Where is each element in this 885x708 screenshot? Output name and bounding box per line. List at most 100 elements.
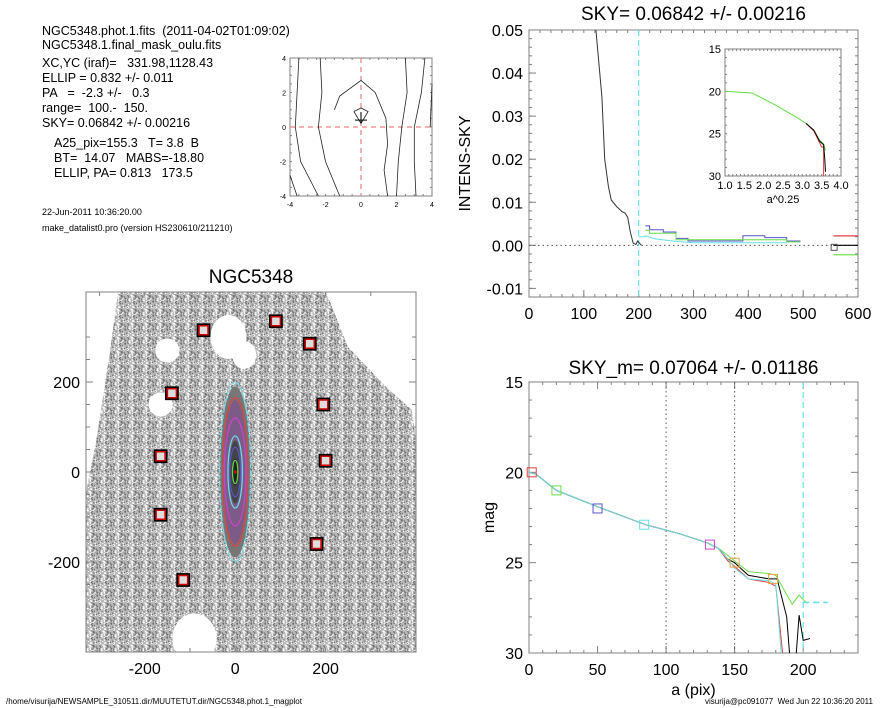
galaxy-image-plot: NGC5348 -200 0 200 200 0 -200 [48, 267, 417, 678]
inset-y-tick-label: 25 [709, 129, 721, 141]
inset-series-black [805, 123, 826, 172]
sky-box-outer [153, 507, 168, 522]
inset-y-tick-label: 15 [709, 44, 721, 56]
derived-a25: A25_pix=155.3 T= 3.8 B [54, 136, 200, 150]
contour-y-tick-label: -2 [280, 160, 286, 167]
intensity-x-tick-label: 500 [790, 306, 817, 323]
intensity-title: SKY= 0.06842 +/- 0.00216 [581, 4, 806, 25]
image-y-tick-label: 200 [53, 375, 80, 392]
intensity-y-tick-label: 0.05 [492, 23, 523, 40]
sky-box-inner [155, 451, 166, 462]
intensity-y-axis-label: INTENS-SKY [457, 115, 474, 211]
param-xcyc: XC,YC (iraf)= 331.98,1128.43 [42, 56, 214, 70]
isophote-ellipse-red [221, 397, 249, 547]
contour-x-tick-label: 2 [395, 202, 399, 209]
mag-title: SKY_m= 0.07064 +/- 0.01186 [569, 358, 819, 379]
param-pa: PA = -2.3 +/- 0.3 [42, 86, 150, 100]
inset-x-tick-label: 4.0 [833, 180, 848, 192]
isophote-marker-magenta [704, 539, 715, 550]
inset-x-axis-label: a^0.25 [767, 194, 800, 206]
contour-y-tick-label: -4 [280, 194, 286, 201]
intensity-y-tick-label: 0.01 [492, 195, 523, 212]
contour-y-tick-label: 4 [282, 56, 286, 63]
mag-x-tick-label: 50 [589, 662, 607, 679]
mag-y-tick-label: 30 [505, 646, 523, 663]
sky-box-inner [198, 325, 209, 336]
mask-info-line: NGC5348.1.final_mask_oulu.fits [42, 38, 222, 52]
inset-x-tick-label: 2.0 [756, 180, 771, 192]
isophote-ellipse-cyan [219, 381, 252, 563]
contour-x-tick-label: 4 [430, 202, 434, 209]
sky-box-outer [302, 336, 317, 351]
contour-y-tick-label: 2 [282, 91, 286, 98]
image-x-tick-label: 0 [231, 661, 240, 678]
isophote-marker-red [526, 467, 537, 478]
mag-y-axis-label: mag [481, 502, 498, 533]
sky-box-inner [270, 316, 282, 327]
inset-y-tick-label: 20 [709, 86, 721, 98]
mag-x-tick-label: 0 [525, 662, 534, 679]
contour-line [294, 57, 319, 197]
intensity-y-tick-label: 0.03 [492, 109, 523, 126]
image-title: NGC5348 [209, 267, 294, 288]
contour-x-tick-label: -2 [322, 202, 328, 209]
mag-x-tick-label: 150 [721, 662, 748, 679]
magnitude-profile-plot: SKY_m= 0.07064 +/- 0.01186 0 50 100 150 200 15… [481, 358, 859, 699]
contour-x-tick-label: -4 [287, 202, 293, 209]
contour-line [353, 107, 369, 125]
inset-x-tick-label: 1.5 [737, 180, 752, 192]
mag-series-black [528, 471, 790, 654]
sky-box-outer [268, 314, 283, 329]
masked-region [232, 341, 257, 369]
derived-ellip-pa: ELLIP, PA= 0.813 173.5 [54, 166, 193, 180]
intensity-x-tick-label: 100 [570, 306, 597, 323]
mag-x-tick-label: 200 [790, 662, 817, 679]
intensity-y-tick-label: 0.04 [492, 66, 523, 83]
sky-box-outer [316, 397, 331, 412]
inset-frame [724, 48, 842, 177]
intensity-y-tick-label: 0.00 [492, 238, 523, 255]
footer-path: /home/visurija/NEWSAMPLE_310511.dir/MUUT… [6, 697, 302, 706]
sky-step-cyan [638, 235, 787, 244]
contour-line [289, 175, 298, 197]
mag-series-cyan [528, 471, 782, 654]
mag-y-tick-label: 15 [505, 375, 523, 392]
footer-user-time: visurija@pc091077 Wed Jun 22 10:36:20 20… [705, 697, 873, 706]
image-x-tick-label: 200 [312, 661, 339, 678]
file-info-line: NGC5348.phot.1.fits (2011-04-02T01:09:02… [42, 24, 290, 38]
sky-box-inner [166, 388, 178, 399]
intensity-y-tick-label: -0.01 [487, 281, 524, 298]
sky-box-inner [320, 455, 331, 466]
mag-series-black [795, 615, 811, 654]
inset-x-tick-label: 3.5 [814, 180, 829, 192]
contour-y-tick-label: 0 [282, 125, 286, 132]
contour-line [396, 57, 408, 197]
contour-plot: -4-4 -2 -2 0 0 2 2 4 4 [280, 56, 434, 209]
mag-y-tick-label: 20 [505, 465, 523, 482]
sky-box-outer [176, 573, 191, 587]
sky-box-inner [318, 399, 329, 410]
contour-line [317, 57, 341, 197]
mag-y-tick-label: 25 [505, 556, 523, 573]
isophote-ellipse-cyan [227, 435, 244, 509]
isophote-ellipse-green [231, 459, 239, 485]
galaxy-center [233, 470, 237, 474]
sky-box-inner [311, 538, 322, 550]
date-line: 22-Jun-2011 10:36:20.00 [42, 207, 142, 217]
intensity-inset: 1.0 1.5 2.0 2.5 3.0 3.5 4.0 15 20 25 30 a^0.25 [709, 44, 849, 206]
inset-y-tick-label: 30 [709, 171, 721, 183]
derived-bt: BT= 14.07 MABS=-18.80 [54, 151, 205, 165]
isophote-marker-green [551, 485, 562, 496]
sky-box-outer [196, 323, 211, 338]
param-ellip: ELLIP = 0.832 +/- 0.011 [42, 71, 174, 85]
isophote-marker-orange [768, 573, 779, 584]
masked-region [396, 327, 417, 347]
sky-box-inner [304, 338, 316, 349]
sky-level-marker [830, 243, 838, 251]
sky-box-outer [318, 453, 333, 468]
intensity-x-tick-label: 300 [680, 306, 707, 323]
intensity-plot: SKY= 0.06842 +/- 0.00216 0 100 200 300 400 500… [457, 4, 871, 323]
mag-x-tick-label: 100 [653, 662, 680, 679]
isophote-marker-blue [592, 503, 603, 514]
